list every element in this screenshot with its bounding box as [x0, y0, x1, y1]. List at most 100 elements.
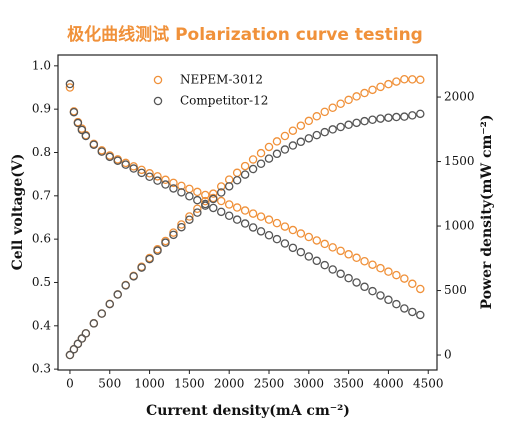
point — [320, 239, 329, 249]
legend-marker — [153, 75, 163, 85]
point — [232, 215, 242, 224]
point — [328, 243, 337, 252]
point — [256, 148, 266, 158]
point — [312, 112, 322, 121]
x-tick-label: 1500 — [174, 377, 205, 391]
point — [248, 155, 258, 164]
point — [272, 234, 282, 244]
point — [113, 156, 122, 165]
point — [145, 254, 154, 264]
point — [344, 273, 353, 283]
point — [73, 339, 83, 349]
point — [169, 178, 178, 188]
point — [89, 140, 99, 149]
point — [113, 290, 122, 299]
legend-label: NEPEM-3012 — [180, 73, 263, 87]
point — [400, 75, 409, 84]
x-tick-label: 4000 — [373, 377, 404, 391]
point — [288, 141, 298, 150]
y-tick-label: 0.8 — [32, 145, 51, 159]
point — [296, 229, 306, 238]
point — [272, 149, 282, 159]
point — [352, 278, 361, 287]
point — [336, 246, 345, 256]
point — [288, 225, 298, 235]
point — [177, 222, 186, 232]
point — [129, 272, 138, 281]
point — [153, 176, 162, 185]
point — [400, 304, 409, 313]
x-tick-label: 3500 — [333, 377, 364, 391]
point — [264, 154, 274, 163]
point — [232, 176, 242, 185]
y-tick-label: 0.5 — [32, 275, 51, 289]
point — [344, 120, 353, 130]
point — [352, 118, 361, 128]
point — [312, 236, 322, 245]
point — [296, 121, 306, 130]
point — [392, 270, 401, 280]
point — [248, 164, 258, 174]
y-tick-label: 0.3 — [32, 362, 51, 376]
point — [209, 189, 218, 198]
point — [280, 131, 290, 141]
point — [264, 142, 274, 152]
point — [320, 127, 329, 137]
point — [408, 75, 417, 84]
y-tick-label: 0.6 — [32, 232, 51, 246]
point — [344, 95, 353, 105]
point — [121, 160, 130, 169]
point — [161, 175, 170, 185]
point — [193, 204, 202, 214]
point — [193, 187, 202, 197]
point — [201, 201, 210, 210]
point — [296, 247, 306, 257]
point — [392, 77, 401, 86]
point — [185, 212, 194, 221]
legend-marker — [153, 96, 163, 106]
x-tick-label: 500 — [98, 377, 121, 391]
point — [336, 99, 345, 109]
point — [216, 196, 226, 206]
point — [145, 172, 154, 182]
point — [312, 256, 322, 266]
point — [216, 207, 226, 217]
point — [193, 208, 202, 217]
point — [272, 137, 282, 146]
point — [360, 88, 369, 98]
point — [248, 209, 258, 218]
point — [336, 122, 345, 132]
point — [129, 164, 138, 173]
point — [185, 192, 194, 201]
point — [280, 145, 290, 154]
point — [185, 215, 194, 224]
y-axis-label: Cell voltage(V) — [10, 154, 26, 271]
point — [304, 116, 314, 126]
x-tick-label: 3000 — [294, 377, 325, 391]
point — [400, 112, 409, 121]
y2-tick-label: 2000 — [444, 90, 475, 104]
point — [73, 118, 83, 128]
y2-axis-label: Power density(mW cm⁻²) — [479, 115, 495, 310]
plot-frame — [57, 54, 438, 371]
point — [256, 159, 266, 168]
point — [256, 212, 266, 221]
point — [368, 286, 377, 296]
point — [81, 131, 91, 141]
y-tick-label: 0.7 — [32, 188, 51, 202]
point — [368, 260, 377, 269]
point — [280, 239, 290, 248]
point — [392, 299, 401, 309]
y2-tick-label: 1000 — [444, 219, 475, 233]
point — [384, 267, 393, 276]
point — [416, 75, 425, 85]
point — [137, 168, 146, 178]
point — [224, 182, 234, 191]
point — [384, 113, 393, 122]
point — [177, 188, 186, 197]
x-tick-label: 2000 — [214, 377, 245, 391]
point — [177, 220, 186, 229]
point — [69, 107, 79, 117]
point — [240, 219, 250, 228]
point — [360, 282, 369, 292]
